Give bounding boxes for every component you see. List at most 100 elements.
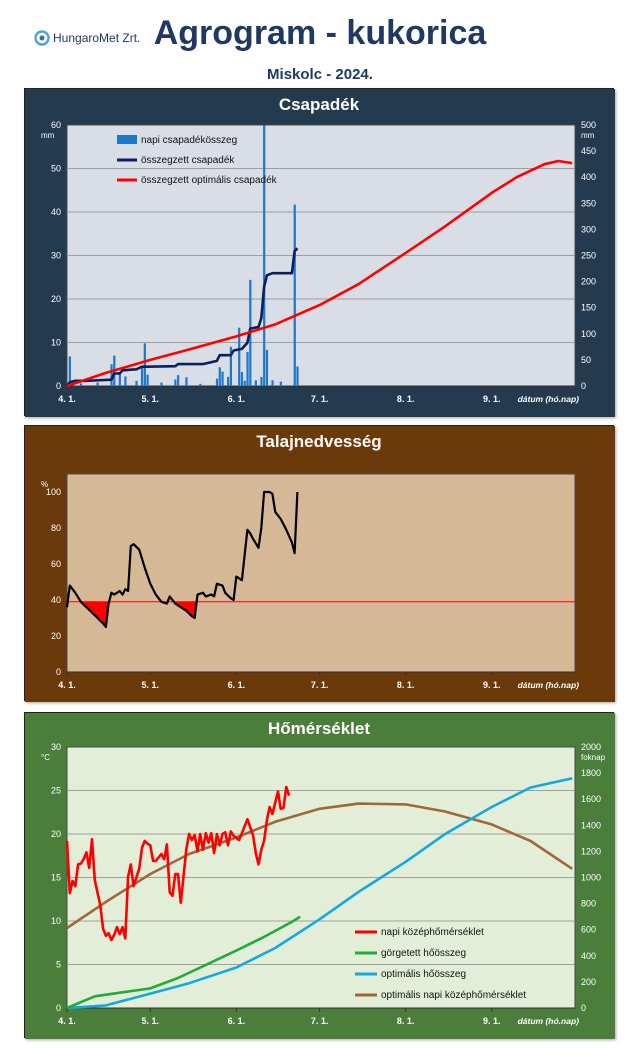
y2-tick-label: 2000 xyxy=(581,742,601,752)
precip-bar xyxy=(221,371,224,386)
y-tick-label: 10 xyxy=(51,338,61,348)
y-tick-label: 15 xyxy=(51,873,61,883)
precip-bar xyxy=(260,376,263,386)
temperature-chart: 0 5 10 15 20 25 30 0 200 400 600 800 1000 1200 1400 160… xyxy=(25,713,615,1039)
x-tick-label: 5. 1. xyxy=(142,1016,160,1026)
y2-axis-label: mm xyxy=(581,131,595,140)
precip-bar xyxy=(243,380,246,386)
x-tick-label: 8. 1. xyxy=(397,680,415,690)
precip-bar xyxy=(174,379,177,386)
y2-tick-label: 1000 xyxy=(581,873,601,883)
gorgetett-hoosszeg-line xyxy=(66,915,301,1010)
y-tick-label: 20 xyxy=(51,631,61,641)
precip-bar xyxy=(118,372,121,386)
legend-label: összegzett optimális csapadék xyxy=(141,175,278,186)
precip-bar xyxy=(229,346,232,386)
y2-tick-label: 1600 xyxy=(581,794,601,804)
x-tick-label: 8. 1. xyxy=(397,394,415,404)
y2-tick-label: 200 xyxy=(581,977,596,987)
precip-bar xyxy=(254,380,257,386)
precip-bar xyxy=(293,204,296,386)
x-tick-label: 6. 1. xyxy=(228,1016,246,1026)
precip-bar xyxy=(143,343,146,386)
y2-tick-label: 500 xyxy=(581,120,596,130)
x-tick-label: 9. 1. xyxy=(483,394,501,404)
y-axis-label: mm xyxy=(41,131,55,140)
x-tick-label: 4. 1. xyxy=(58,394,76,404)
optimalis-napi-kozephomerseklet-line xyxy=(66,802,573,930)
y2-tick-label: 400 xyxy=(581,172,596,182)
legend-label: összegzett csapadék xyxy=(141,155,235,166)
y-tick-label: 10 xyxy=(51,916,61,926)
temperature-title: Hőmérséklet xyxy=(267,719,371,738)
precip-bar xyxy=(265,349,269,386)
soil-moisture-title: Talajnedvesség xyxy=(256,432,382,451)
napi-kozephomerseklet-line xyxy=(65,785,291,942)
precip-bar xyxy=(215,378,219,386)
precip-bar xyxy=(110,364,113,386)
y-axis-label: % xyxy=(41,480,48,489)
y2-tick-label: 350 xyxy=(581,198,596,208)
osszegzett-optimalis-csapadek-line xyxy=(66,159,573,388)
precip-bar xyxy=(246,352,249,386)
y-tick-label: 0 xyxy=(56,1003,61,1013)
precip-bar xyxy=(68,356,71,386)
y-tick-label: 25 xyxy=(51,786,61,796)
y-tick-label: 60 xyxy=(51,559,61,569)
x-tick-label: 6. 1. xyxy=(228,394,246,404)
y2-tick-label: 200 xyxy=(581,277,596,287)
y-tick-label: 0 xyxy=(56,667,61,677)
precip-bar xyxy=(124,376,127,386)
precip-bar xyxy=(240,372,244,386)
precip-bar xyxy=(199,383,202,386)
y-tick-label: 60 xyxy=(51,120,61,130)
x-axis-label: dátum (hó.nap) xyxy=(518,680,580,690)
x-axis-label: dátum (hó.nap) xyxy=(518,394,580,404)
x-tick-label: 9. 1. xyxy=(483,680,501,690)
y2-axis-label: foknap xyxy=(581,753,606,762)
y2-tick-label: 1400 xyxy=(581,820,601,830)
y2-tick-label: 400 xyxy=(581,951,596,961)
plot-area xyxy=(66,473,576,673)
y2-tick-label: 300 xyxy=(581,224,596,234)
y2-tick-label: 150 xyxy=(581,303,596,313)
precip-bar xyxy=(140,366,144,386)
precipitation-chart: 0 10 20 30 40 50 60 0 50 100 150 200 250 300 350 400 450… xyxy=(25,89,615,417)
precip-bar xyxy=(177,375,180,386)
legend-label: optimális hőösszeg xyxy=(381,969,466,980)
precip-bar xyxy=(135,380,138,386)
precipitation-panel: 0 10 20 30 40 50 60 0 50 100 150 200 250 300 350 400 450… xyxy=(24,88,615,417)
y2-tick-label: 0 xyxy=(581,1003,586,1013)
y-tick-label: 40 xyxy=(51,207,61,217)
precip-bar xyxy=(271,380,274,386)
legend-label: napi középhőmérséklet xyxy=(381,927,484,938)
legend-label: görgetett hőösszeg xyxy=(381,948,466,959)
precip-bar xyxy=(146,374,149,386)
osszegzett-csapadek-line xyxy=(65,247,299,387)
y-tick-label: 100 xyxy=(46,487,61,497)
y-tick-label: 20 xyxy=(51,294,61,304)
precip-bar xyxy=(296,366,299,386)
y-tick-label: 5 xyxy=(56,960,61,970)
precip-bar xyxy=(238,327,241,386)
precip-bar xyxy=(79,383,83,386)
legend-swatch xyxy=(117,135,137,144)
x-tick-label: 8. 1. xyxy=(397,1016,415,1026)
y-tick-label: 80 xyxy=(51,523,61,533)
y-tick-label: 40 xyxy=(51,595,61,605)
precip-bar xyxy=(218,367,221,386)
soil-moisture-chart: 0 20 40 60 80 100% 4. 1. 5. 1. 6. 1. 7. 1. 8. 1. 9.… xyxy=(25,426,615,702)
precip-bar xyxy=(185,377,188,386)
y-tick-label: 50 xyxy=(51,164,61,174)
x-axis-label: dátum (hó.nap) xyxy=(518,1016,580,1026)
temperature-panel: 0 5 10 15 20 25 30 0 200 400 600 800 1000 1200 1400 160… xyxy=(24,712,615,1039)
precip-bar xyxy=(263,125,266,386)
legend-label: optimális napi középhőmérséklet xyxy=(381,990,526,1001)
x-tick-label: 7. 1. xyxy=(311,394,329,404)
page-title: Agrogram - kukorica xyxy=(153,14,487,52)
y2-tick-label: 600 xyxy=(581,925,596,935)
y2-tick-label: 0 xyxy=(581,381,586,391)
y-tick-label: 0 xyxy=(56,381,61,391)
y2-tick-label: 450 xyxy=(581,146,596,156)
precip-bar xyxy=(227,376,230,386)
